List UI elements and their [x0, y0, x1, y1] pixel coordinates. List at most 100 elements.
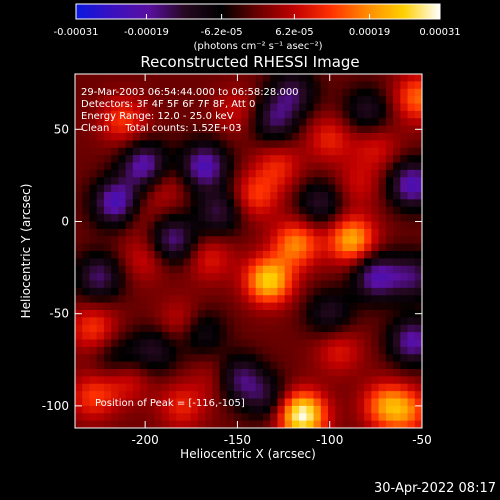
- heatmap-cell: [291, 310, 300, 318]
- heatmap-cell: [400, 81, 409, 90]
- heatmap-cell: [212, 199, 221, 208]
- heatmap-cell: [212, 251, 221, 259]
- heatmap-cell: [385, 125, 394, 134]
- heatmap-cell: [299, 376, 307, 385]
- heatmap-cell: [111, 391, 119, 400]
- heatmap-cell: [364, 74, 372, 82]
- heatmap-cell: [212, 324, 221, 333]
- heatmap-cell: [385, 133, 394, 141]
- heatmap-cell: [125, 280, 134, 289]
- heatmap-cell: [313, 383, 322, 392]
- heatmap-cell: [407, 413, 416, 422]
- heatmap-cell: [132, 243, 141, 252]
- heatmap-cell: [393, 133, 401, 141]
- heatmap-cell: [183, 391, 192, 400]
- heatmap-cell: [111, 103, 119, 112]
- heatmap-cell: [262, 192, 271, 200]
- heatmap-cell: [111, 317, 119, 326]
- heatmap-cell: [255, 125, 264, 134]
- heatmap-cell: [241, 236, 250, 245]
- heatmap-cell: [270, 324, 279, 333]
- heatmap-cell: [291, 361, 300, 370]
- heatmap-cell: [183, 140, 192, 149]
- heatmap-cell: [306, 251, 315, 259]
- heatmap-cell: [241, 310, 250, 318]
- heatmap-cell: [313, 192, 322, 200]
- heatmap-cell: [103, 110, 112, 119]
- heatmap-cell: [335, 295, 344, 304]
- heatmap-cell: [414, 236, 422, 245]
- heatmap-cell: [161, 295, 170, 304]
- heatmap-cell: [255, 236, 264, 245]
- heatmap-cell: [385, 324, 394, 333]
- heatmap-cell: [226, 361, 235, 370]
- heatmap-cell: [226, 332, 235, 341]
- heatmap-cell: [335, 354, 344, 363]
- heatmap-cell: [161, 420, 170, 428]
- heatmap-cell: [168, 147, 177, 156]
- heatmap-cell: [414, 391, 422, 400]
- heatmap-cell: [219, 96, 228, 105]
- heatmap-cell: [400, 265, 409, 274]
- heatmap-cell: [176, 413, 185, 422]
- heatmap-cell: [82, 265, 91, 274]
- heatmap-cell: [118, 88, 127, 97]
- heatmap-cell: [349, 391, 358, 400]
- heatmap-cell: [407, 133, 416, 141]
- heatmap-cell: [82, 317, 91, 326]
- heatmap-cell: [291, 258, 300, 267]
- heatmap-cell: [414, 140, 422, 149]
- heatmap-cell: [342, 162, 351, 171]
- heatmap-cell: [385, 302, 394, 311]
- heatmap-cell: [356, 110, 365, 119]
- heatmap-cell: [400, 376, 409, 385]
- heatmap-cell: [299, 177, 307, 186]
- heatmap-cell: [96, 243, 105, 252]
- heatmap-cell: [132, 184, 141, 193]
- heatmap-cell: [219, 103, 228, 112]
- heatmap-cell: [190, 310, 199, 318]
- heatmap-cell: [407, 369, 416, 377]
- heatmap-cell: [270, 206, 279, 215]
- heatmap-cell: [299, 295, 307, 304]
- heatmap-cell: [212, 413, 221, 422]
- heatmap-cell: [161, 265, 170, 274]
- heatmap-cell: [328, 295, 336, 304]
- heatmap-cell: [414, 405, 422, 414]
- heatmap-cell: [291, 125, 300, 134]
- heatmap-cell: [284, 383, 293, 392]
- heatmap-cell: [349, 383, 358, 392]
- heatmap-cell: [190, 280, 199, 289]
- heatmap-cell: [96, 258, 105, 267]
- heatmap-cell: [190, 177, 199, 186]
- heatmap-cell: [378, 251, 387, 259]
- heatmap-cell: [176, 147, 185, 156]
- heatmap-cell: [219, 110, 228, 119]
- heatmap-cell: [234, 184, 242, 193]
- heatmap-cell: [205, 354, 213, 363]
- heatmap-cell: [103, 383, 112, 392]
- heatmap-cell: [96, 184, 105, 193]
- heatmap-cell: [262, 214, 271, 223]
- heatmap-cell: [96, 383, 105, 392]
- heatmap-cell: [320, 206, 329, 215]
- heatmap-cell: [197, 354, 206, 363]
- heatmap-cell: [226, 140, 235, 149]
- heatmap-cell: [75, 118, 83, 127]
- heatmap-cell: [132, 361, 141, 370]
- heatmap-cell: [140, 228, 148, 237]
- heatmap-cell: [262, 155, 271, 164]
- heatmap-cell: [407, 354, 416, 363]
- heatmap-cell: [132, 339, 141, 348]
- heatmap-cell: [183, 280, 192, 289]
- heatmap-cell: [132, 221, 141, 230]
- heatmap-cell: [306, 118, 315, 127]
- heatmap-cell: [364, 405, 372, 414]
- heatmap-cell: [190, 103, 199, 112]
- heatmap-cell: [349, 405, 358, 414]
- heatmap-cell: [270, 236, 279, 245]
- heatmap-cell: [154, 295, 163, 304]
- heatmap-cell: [168, 376, 177, 385]
- heatmap-cell: [270, 332, 279, 341]
- heatmap-cell: [328, 361, 336, 370]
